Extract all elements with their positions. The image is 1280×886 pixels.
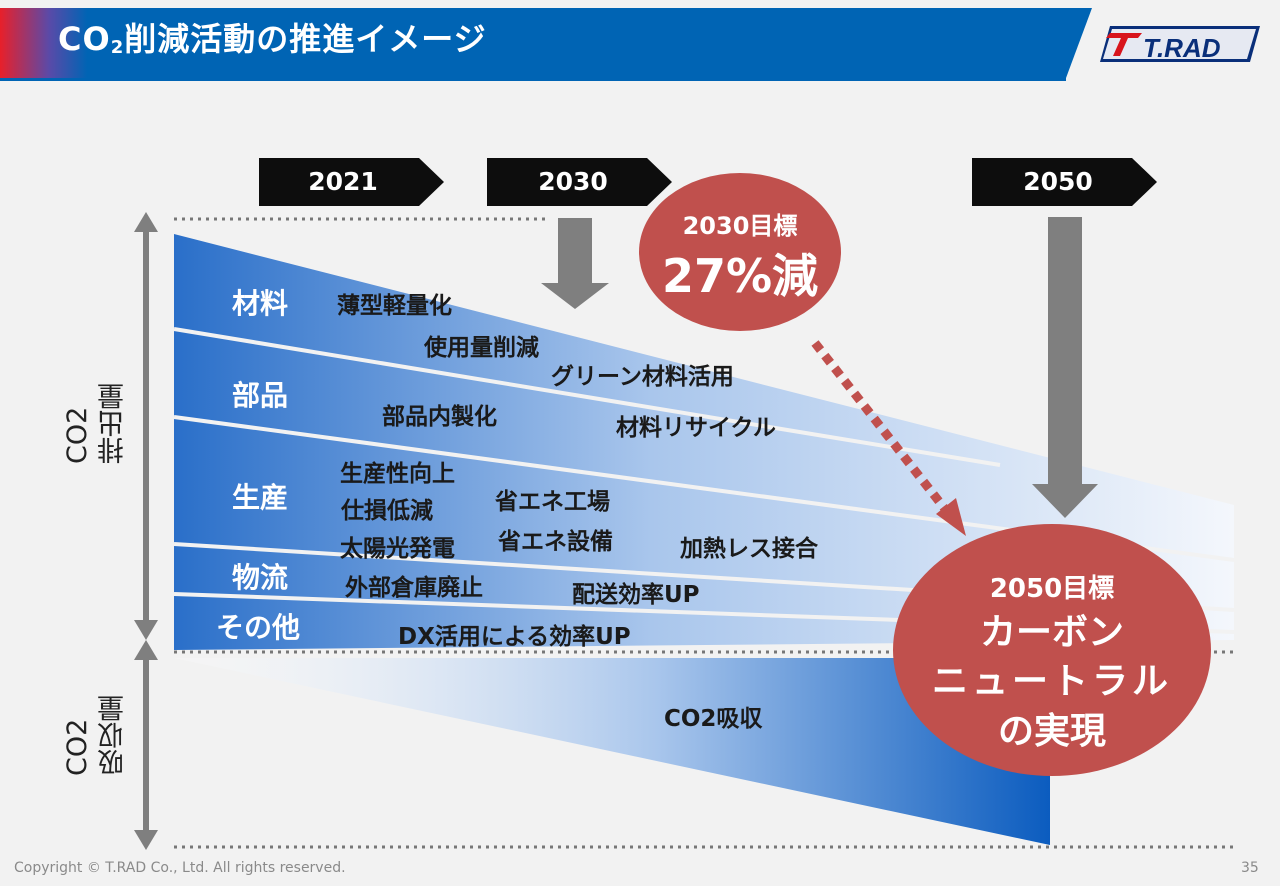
target-2050-line3: の実現 (997, 711, 1106, 752)
activity-label: 配送効率UP (572, 582, 700, 608)
absorption-axis-label: CO2 吸収量 (60, 695, 132, 776)
activity-label: 生産性向上 (340, 461, 455, 487)
target-2030-value: 27%減 (661, 249, 819, 303)
absorption-area (174, 658, 1050, 845)
activity-label: 仕損低減 (341, 498, 433, 524)
target-2050-line2: ニュートラル (931, 661, 1172, 702)
activity-label: DX活用による効率UP (398, 624, 631, 650)
activity-label: 材料リサイクル (616, 415, 776, 441)
activity-label: 薄型軽量化 (337, 293, 452, 319)
activity-label: 外部倉庫廃止 (345, 575, 483, 601)
dotted-red-arrowhead (936, 498, 966, 536)
activity-label: グリーン材料活用 (551, 364, 734, 390)
timeline-2050-shape (972, 158, 1157, 206)
timeline-2021-shape (259, 158, 444, 206)
category-other: その他 (216, 611, 301, 644)
absorption-label: CO2吸収 (664, 706, 763, 732)
timeline-year-2050: 2050 (1023, 167, 1093, 196)
emission-axis-arrow (134, 212, 158, 640)
target-2050-line1: カーボン (979, 612, 1124, 653)
activity-label: 部品内製化 (382, 404, 497, 430)
logo-text: T.RAD (1143, 33, 1221, 63)
emission-axis-label-l1: CO2 (62, 406, 93, 464)
header-bar (0, 8, 1092, 78)
activity-label: 太陽光発電 (340, 536, 455, 562)
category-logistics: 物流 (232, 561, 289, 594)
absorption-axis-label-l1: CO2 (62, 718, 93, 776)
down-arrow-2030 (541, 218, 609, 309)
activity-label: 省エネ設備 (498, 529, 613, 555)
trad-logo: T.RAD (1100, 26, 1260, 63)
page-title-post: 削減活動の推進イメージ (124, 20, 487, 58)
target-2030-ellipse (639, 173, 841, 331)
activity-label: 省エネ工場 (495, 489, 610, 515)
target-2030-label: 2030目標 (682, 212, 798, 240)
category-material: 材料 (232, 287, 289, 320)
activity-label: 使用量削減 (424, 335, 539, 361)
absorption-axis-arrow (134, 640, 158, 850)
activity-label: 加熱レス接合 (680, 536, 818, 562)
timeline-2030-shape (487, 158, 672, 206)
page-title-sub: 2 (110, 37, 125, 58)
copyright-text: Copyright © T.RAD Co., Ltd. All rights r… (14, 860, 346, 876)
emission-axis-label: CO2 排出量 (60, 383, 132, 464)
down-arrow-2050 (1032, 217, 1098, 518)
page-number: 35 (1241, 860, 1259, 876)
dotted-red-arrow (811, 340, 949, 512)
category-production: 生産 (232, 481, 289, 514)
timeline-year-2021: 2021 (308, 167, 378, 196)
absorption-axis-label-l2: 吸収量 (98, 695, 129, 776)
target-2050-label: 2050目標 (989, 574, 1115, 604)
header-underline (0, 78, 1066, 81)
timeline-year-2030: 2030 (538, 167, 608, 196)
page-title-pre: CO (58, 20, 111, 58)
target-2050-ellipse (893, 524, 1211, 776)
category-parts: 部品 (232, 379, 289, 412)
emission-axis-label-l2: 排出量 (98, 383, 129, 464)
page-title: CO2削減活動の推進イメージ (58, 14, 487, 64)
